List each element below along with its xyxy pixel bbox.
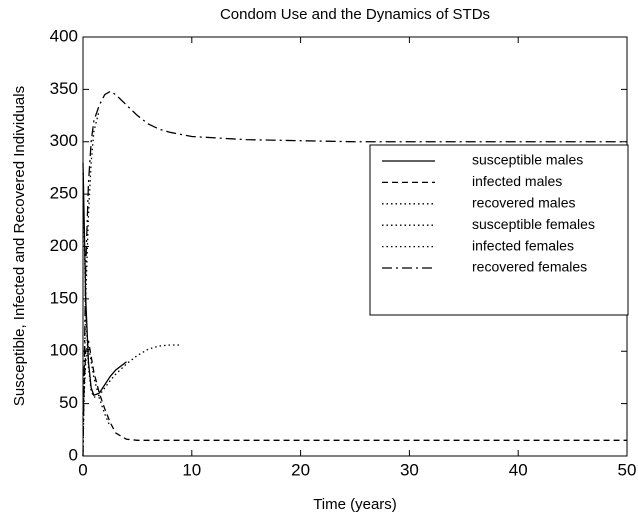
series-line [82,173,181,399]
x-tick-label: 0 [78,460,87,479]
y-tick-label: 400 [50,26,78,45]
y-tick-label: 350 [50,79,78,98]
y-tick-label: 0 [69,445,78,464]
x-tick-label: 40 [509,460,528,479]
y-tick-label: 100 [50,341,78,360]
y-axis-label: Susceptible, Infected and Recovered Indi… [11,86,28,406]
y-tick-label: 300 [50,131,78,150]
series-line [82,345,111,427]
legend-label: infected males [472,173,562,189]
x-tick-label: 50 [618,460,637,479]
y-tick-label: 250 [50,184,78,203]
legend-label: recovered males [472,195,576,211]
chart-title: Condom Use and the Dynamics of STDs [220,6,490,23]
legend-label: susceptible females [472,216,595,232]
legend-label: susceptible males [472,152,583,168]
series-line [82,90,627,457]
y-tick-label: 150 [50,288,78,307]
x-tick-label: 30 [400,460,419,479]
legend-box [369,144,629,316]
y-tick-label: 200 [50,236,78,255]
x-tick-label: 20 [291,460,310,479]
legend-label: recovered females [472,259,587,275]
series-line [82,162,127,397]
x-tick-label: 10 [182,460,201,479]
series-line [82,340,627,441]
y-tick-label: 50 [59,393,78,412]
series-line [82,110,100,457]
x-axis-label: Time (years) [313,496,397,513]
legend-label: infected females [472,237,574,253]
